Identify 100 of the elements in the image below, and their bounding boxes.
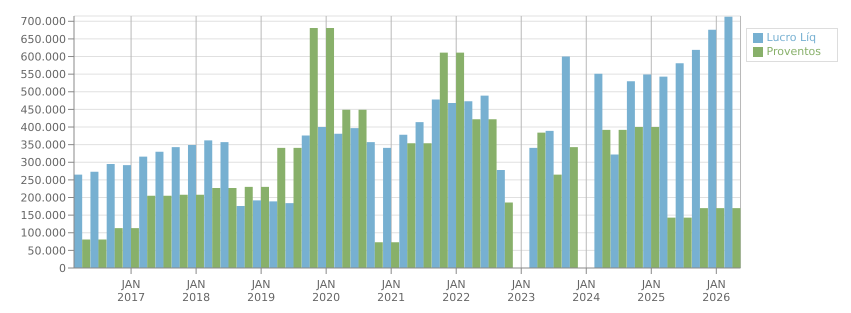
bar	[106, 164, 115, 268]
bar	[407, 143, 416, 268]
bar	[602, 130, 610, 268]
bar	[220, 142, 228, 268]
bar	[496, 170, 505, 268]
bar	[424, 143, 432, 268]
bar	[399, 134, 408, 268]
bar	[261, 186, 269, 268]
bar	[286, 203, 294, 268]
y-tick-label: 0	[59, 262, 66, 275]
bar	[651, 127, 660, 268]
bar	[529, 148, 538, 268]
y-tick-label: 450.000	[20, 103, 66, 116]
bar	[122, 165, 131, 268]
bar	[716, 208, 724, 268]
bar	[643, 74, 652, 268]
bar	[114, 228, 123, 268]
bar	[302, 135, 310, 268]
bar	[570, 147, 578, 268]
x-tick-label: JAN 2021	[377, 278, 406, 304]
x-tick-label: JAN 2023	[507, 278, 536, 304]
x-tick-label: JAN 2026	[702, 278, 730, 304]
y-tick-label: 500.000	[20, 86, 66, 99]
bar	[334, 134, 342, 268]
bar	[708, 30, 716, 268]
bar	[504, 202, 513, 268]
bar	[416, 122, 424, 268]
y-tick-label: 650.000	[20, 32, 66, 46]
x-tick-label: JAN 2018	[182, 278, 210, 304]
bar	[277, 148, 286, 268]
bar	[724, 16, 732, 268]
bar	[562, 56, 570, 268]
bar	[326, 28, 334, 268]
y-tick-label: 300.000	[20, 156, 66, 170]
bar	[480, 96, 489, 268]
y-tick-label: 700.000	[20, 15, 66, 28]
legend-label: Proventos	[766, 45, 821, 58]
bar	[676, 63, 684, 268]
bar	[618, 130, 627, 268]
bar	[204, 140, 212, 268]
bar	[269, 201, 278, 268]
legend-label: Lucro Líq	[766, 31, 816, 44]
bar	[212, 188, 220, 268]
bar	[472, 119, 480, 268]
bar	[456, 52, 464, 268]
bar	[594, 74, 602, 268]
bar	[236, 206, 245, 268]
bar	[90, 172, 98, 268]
x-tick-label: JAN 2017	[117, 278, 146, 304]
bar	[98, 239, 106, 268]
x-tick-label: JAN 2019	[247, 278, 276, 304]
bar	[732, 208, 740, 268]
bar	[537, 132, 546, 268]
bar	[318, 127, 326, 268]
bar	[391, 242, 400, 268]
bar	[244, 186, 253, 268]
x-tick-label: JAN 2022	[442, 278, 470, 304]
y-tick-label: 150.000	[20, 209, 66, 222]
bar	[130, 228, 139, 268]
x-tick-label: JAN 2025	[637, 278, 666, 304]
bar	[440, 52, 448, 268]
bar	[692, 50, 700, 268]
bar	[383, 148, 392, 268]
bar	[432, 100, 440, 268]
y-tick-label: 550.000	[20, 68, 66, 82]
bar	[374, 242, 383, 268]
bar	[700, 208, 708, 268]
y-tick-label: 200.000	[20, 191, 66, 204]
y-tick-label: 600.000	[20, 50, 66, 64]
bar	[155, 152, 164, 268]
bar	[196, 194, 204, 268]
bar	[448, 103, 456, 268]
bar	[74, 174, 82, 268]
bar	[139, 156, 148, 268]
bar	[253, 200, 261, 268]
bar	[163, 196, 172, 268]
bar	[659, 76, 668, 268]
y-tick-label: 100.000	[20, 226, 66, 240]
bar	[366, 142, 375, 268]
bar	[294, 148, 302, 268]
bar	[488, 119, 497, 268]
y-tick-label: 50.000	[28, 244, 66, 258]
bar	[147, 196, 156, 268]
bar	[350, 128, 359, 268]
bar	[342, 110, 350, 268]
bar	[172, 147, 180, 268]
bar	[188, 144, 196, 268]
bar	[180, 194, 188, 268]
bar	[464, 101, 472, 268]
bar	[626, 81, 635, 268]
bar	[228, 188, 236, 268]
bar	[82, 239, 90, 268]
bar	[554, 174, 562, 268]
bar	[546, 130, 554, 268]
y-tick-label: 400.000	[20, 120, 66, 134]
x-tick-label: JAN 2020	[312, 278, 340, 304]
bar	[610, 154, 619, 268]
bar	[667, 218, 676, 268]
bar	[684, 218, 692, 268]
y-tick-label: 250.000	[20, 174, 66, 187]
